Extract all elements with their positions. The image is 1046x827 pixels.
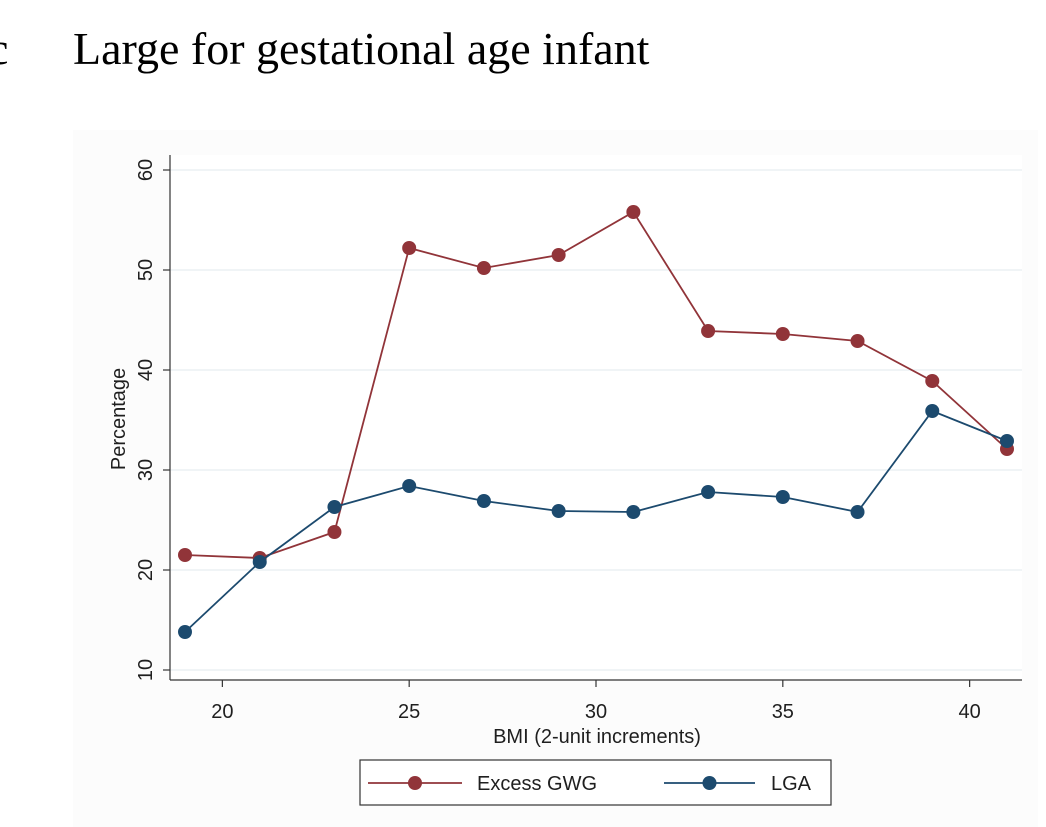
x-tick-label: 35 [772, 701, 794, 723]
data-point-excess-gwg [476, 261, 491, 275]
data-point-excess-gwg [850, 334, 865, 348]
legend-label-lga: LGA [771, 773, 812, 795]
legend-marker-excess-gwg [408, 776, 422, 790]
legend-label-excess-gwg: Excess GWG [477, 773, 597, 795]
x-axis-label: BMI (2-unit increments) [493, 726, 701, 748]
data-point-lga [626, 505, 641, 519]
legend: Excess GWG LGA [359, 759, 832, 806]
data-point-lga [327, 500, 342, 514]
data-point-lga [775, 490, 790, 504]
data-point-excess-gwg [626, 205, 641, 219]
x-tick-label: 40 [959, 701, 981, 723]
y-tick-label: 50 [135, 259, 157, 281]
y-tick-label: 40 [135, 359, 157, 381]
data-point-lga [701, 485, 716, 499]
chart-title: Large for gestational age infant [73, 23, 650, 74]
y-axis-label: Percentage [108, 368, 130, 470]
plot-area [170, 155, 1022, 680]
legend-marker-lga [702, 776, 717, 790]
data-point-lga [1000, 434, 1014, 448]
data-point-lga [402, 479, 417, 493]
x-tick-label: 30 [585, 701, 607, 723]
y-tick-label: 20 [135, 559, 157, 581]
x-tick-label: 20 [211, 701, 233, 723]
data-point-excess-gwg [775, 327, 790, 341]
data-point-lga [178, 625, 192, 639]
series-line-excess-gwg [184, 210, 1008, 559]
series-layer [178, 205, 1014, 639]
y-tick-label: 30 [135, 459, 157, 481]
data-point-excess-gwg [178, 548, 192, 562]
y-tick-label: 10 [135, 659, 157, 681]
tick-layer: 10 20 30 40 50 60 20 25 30 35 40 [135, 159, 981, 723]
data-point-excess-gwg [551, 248, 566, 262]
data-point-lga [551, 504, 566, 518]
data-point-lga [925, 404, 940, 418]
data-point-lga [850, 505, 865, 519]
data-point-excess-gwg [327, 525, 342, 539]
y-tick-label: 60 [135, 159, 157, 181]
x-tick-label: 25 [398, 701, 420, 723]
data-point-excess-gwg [701, 324, 716, 338]
data-point-lga [476, 494, 491, 508]
data-point-lga [252, 555, 267, 569]
series-line-lga [184, 409, 1008, 633]
data-point-excess-gwg [925, 374, 940, 388]
grid-layer [170, 169, 1022, 671]
panel-letter: c [0, 22, 8, 75]
data-point-excess-gwg [402, 241, 417, 255]
